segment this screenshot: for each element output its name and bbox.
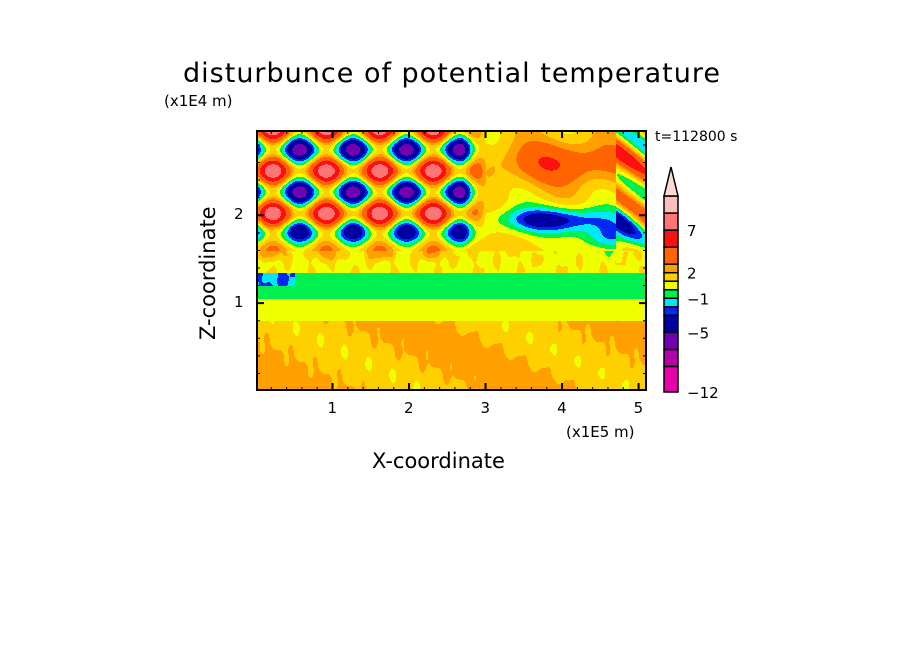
colorbar-label: −12 bbox=[687, 384, 719, 402]
colorbar-label: 7 bbox=[687, 222, 697, 240]
y-tick-label: 2 bbox=[234, 205, 244, 224]
colorbar-box bbox=[663, 297, 679, 308]
colorbar-box bbox=[663, 229, 679, 248]
y-axis-label: Z-coordinate bbox=[196, 206, 220, 340]
colorbar-label: 2 bbox=[687, 265, 697, 283]
x-unit-label: (x1E5 m) bbox=[566, 423, 635, 441]
x-tick-label: 5 bbox=[633, 399, 644, 417]
colorbar-box bbox=[663, 271, 679, 282]
x-tick-label: 1 bbox=[327, 399, 338, 417]
colorbar-box bbox=[663, 280, 679, 291]
colorbar-box bbox=[663, 306, 679, 317]
plot-border bbox=[256, 130, 647, 391]
contour-field bbox=[256, 130, 647, 391]
colorbar-label: −1 bbox=[687, 290, 709, 308]
colorbar: −12−5−127 bbox=[663, 166, 719, 402]
colorbar-box bbox=[663, 212, 679, 231]
time-annotation: t=112800 s bbox=[655, 129, 738, 145]
colorbar-box bbox=[663, 348, 679, 368]
x-axis-label: X-coordinate bbox=[372, 449, 505, 473]
colorbar-box bbox=[663, 314, 679, 334]
chart-title: disturbunce of potential temperature bbox=[183, 58, 721, 89]
colorbar-box bbox=[663, 195, 679, 214]
plot-frame bbox=[256, 130, 647, 391]
colorbar-box bbox=[663, 331, 679, 351]
y-unit-label: (x1E4 m) bbox=[164, 92, 233, 110]
colorbar-box bbox=[663, 246, 679, 265]
colorbar-label: −5 bbox=[687, 324, 709, 342]
colorbar-extend-triangle bbox=[663, 166, 679, 197]
x-tick-label: 4 bbox=[557, 399, 567, 417]
y-tick-label: 1 bbox=[234, 293, 244, 312]
colorbar-box bbox=[663, 288, 679, 300]
colorbar-box bbox=[663, 263, 679, 274]
x-tick-label: 3 bbox=[480, 399, 491, 417]
x-tick-label: 2 bbox=[404, 399, 414, 417]
colorbar-box bbox=[663, 365, 679, 393]
plot-area bbox=[256, 130, 647, 391]
